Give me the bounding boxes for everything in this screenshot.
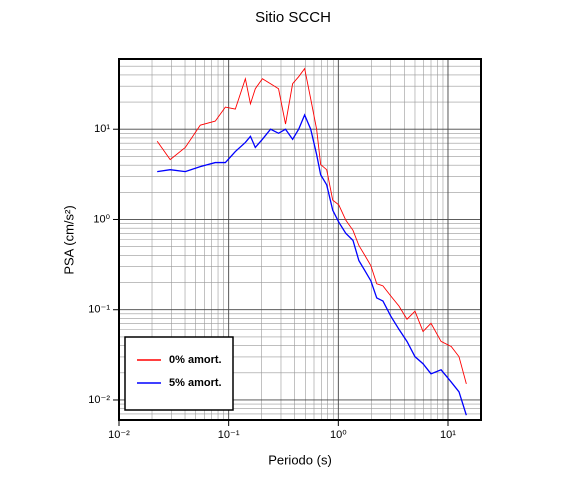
y-tick-label: 10⁻¹	[88, 304, 110, 316]
series-line	[156, 67, 467, 384]
series-line	[157, 113, 467, 416]
y-tick-label: 10⁰	[93, 213, 110, 225]
x-tick-label: 10⁰	[330, 429, 347, 441]
x-tick-label: 10⁻²	[108, 429, 130, 441]
x-axis-label: Periodo (s)	[268, 452, 332, 467]
legend-label: 5% amort.	[169, 377, 222, 389]
x-tick-label: 10⁻¹	[218, 429, 240, 441]
y-tick-label: 10⁻²	[88, 394, 110, 406]
y-axis-label: PSA (cm/s²)	[61, 205, 76, 274]
plot-frame	[118, 58, 482, 421]
legend-label: 0% amort.	[169, 354, 222, 366]
x-tick-label: 10¹	[440, 429, 456, 441]
y-tick-label: 10¹	[94, 123, 110, 135]
legend-box	[124, 336, 234, 411]
chart-title: Sitio SCCH	[255, 9, 331, 26]
